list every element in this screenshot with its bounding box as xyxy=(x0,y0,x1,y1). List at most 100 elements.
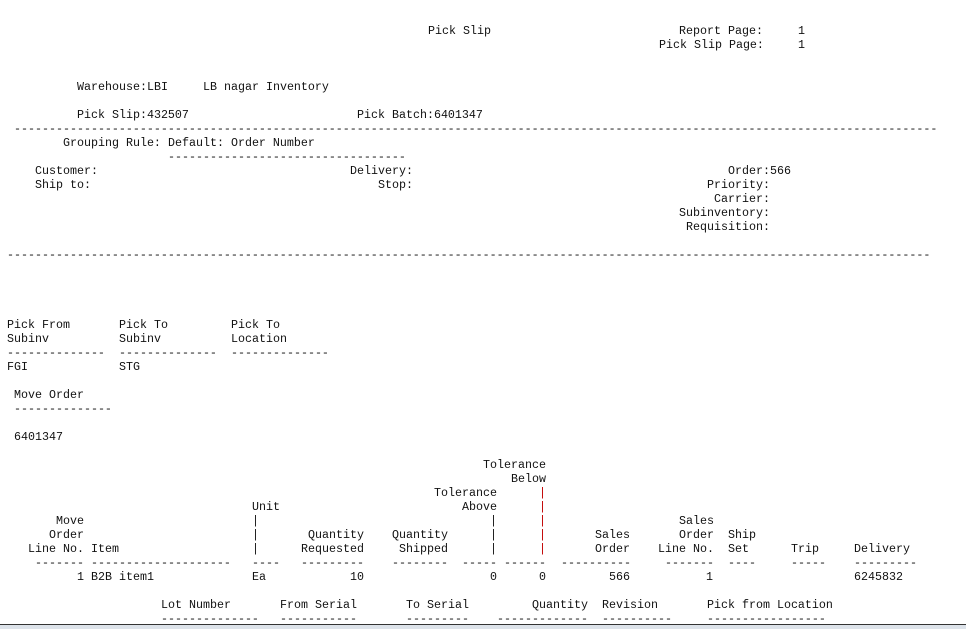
header-underline: -------- xyxy=(392,556,448,570)
cell-item: B2B item1 xyxy=(91,570,154,584)
header-underline: ---- xyxy=(252,556,280,570)
column-marker: | xyxy=(539,542,546,556)
col-so-line: Sales xyxy=(679,514,714,528)
col-qty-requested: Quantity xyxy=(308,528,364,542)
separator: ----------------------------------------… xyxy=(14,122,938,136)
delivery-label: Delivery: xyxy=(350,164,413,178)
header-underline: -------------- xyxy=(161,612,259,626)
requisition-label: Requisition: xyxy=(686,220,770,234)
col-item: Item xyxy=(91,542,119,556)
column-marker: | xyxy=(490,542,497,556)
pick-slip-page-label: Pick Slip Page: xyxy=(659,38,764,52)
col-trip: Trip xyxy=(791,542,819,556)
cell-sales-order: 566 xyxy=(609,570,630,584)
report-page-label: Report Page: xyxy=(679,24,763,38)
grouping-rule-value: Default: Order Number xyxy=(168,136,315,150)
col-quantity: Quantity xyxy=(532,598,588,612)
cell-tolerance-above: 0 xyxy=(490,570,497,584)
col-tolerance-below: Below xyxy=(511,472,546,486)
stop-label: Stop: xyxy=(378,178,413,192)
pick-slip-number: Pick Slip:432507 xyxy=(77,108,189,122)
header-underline: ---- xyxy=(728,556,756,570)
ship-to-label: Ship to: xyxy=(35,178,91,192)
pick-to-location-header: Location xyxy=(231,332,287,346)
header-underline: --------- xyxy=(406,612,469,626)
column-marker: | xyxy=(539,528,546,542)
pick-from-header: Pick From xyxy=(7,318,70,332)
header-underline: ----------------- xyxy=(707,612,826,626)
col-tolerance-above: Tolerance xyxy=(434,486,497,500)
col-unit: Unit xyxy=(252,500,280,514)
column-marker: | xyxy=(490,514,497,528)
header-underline: -------------- xyxy=(231,346,329,360)
pick-to-header: Pick To xyxy=(119,318,168,332)
priority-label: Priority: xyxy=(707,178,770,192)
pick-batch-number: Pick Batch:6401347 xyxy=(357,108,483,122)
cell-line-no: 1 xyxy=(77,570,84,584)
col-ship-set: Ship xyxy=(728,528,756,542)
pick-to-location-header: Pick To xyxy=(231,318,280,332)
subinventory-label: Subinventory: xyxy=(679,206,770,220)
col-to-serial: To Serial xyxy=(406,598,469,612)
header-underline: -------------- xyxy=(7,346,105,360)
col-move-order-line: Order xyxy=(49,528,84,542)
col-sales-order: Order xyxy=(595,542,630,556)
col-lot-number: Lot Number xyxy=(161,598,231,612)
col-tolerance-above: Above xyxy=(462,500,497,514)
header-underline: ---------- xyxy=(602,612,672,626)
pick-to-header: Subinv xyxy=(119,332,161,346)
report-title: Pick Slip xyxy=(428,24,491,38)
col-sales-order: Sales xyxy=(595,528,630,542)
bottom-edge-strip xyxy=(0,624,966,629)
col-move-order-line: Line No. xyxy=(28,542,84,556)
col-pick-from-location: Pick from Location xyxy=(707,598,833,612)
grouping-underline: ---------------------------------- xyxy=(168,150,406,164)
col-so-line: Line No. xyxy=(658,542,714,556)
col-qty-shipped: Quantity xyxy=(392,528,448,542)
col-so-line: Order xyxy=(679,528,714,542)
header-underline: ------- xyxy=(665,556,714,570)
column-marker: | xyxy=(539,486,546,500)
move-order-label: Move Order xyxy=(14,388,84,402)
report-page-value: 1 xyxy=(798,24,805,38)
col-move-order-line: Move xyxy=(56,514,84,528)
header-underline: -------------- xyxy=(119,346,217,360)
pick-slip-page-value: 1 xyxy=(798,38,805,52)
col-revision: Revision xyxy=(602,598,658,612)
column-marker: | xyxy=(252,528,259,542)
cell-qty-requested: 10 xyxy=(350,570,364,584)
warehouse-label: Warehouse:LBI xyxy=(77,80,168,94)
col-ship-set: Set xyxy=(728,542,749,556)
pick-from-header: Subinv xyxy=(7,332,49,346)
pick-to-value: STG xyxy=(119,360,140,374)
pick-from-value: FGI xyxy=(7,360,28,374)
header-underline: ------------- xyxy=(497,612,588,626)
warehouse-name: LB nagar Inventory xyxy=(203,80,329,94)
col-from-serial: From Serial xyxy=(280,598,357,612)
cell-delivery: 6245832 xyxy=(854,570,903,584)
grouping-rule-label: Grouping Rule: xyxy=(63,136,161,150)
header-underline: ----- xyxy=(791,556,826,570)
column-marker: | xyxy=(539,500,546,514)
col-delivery: Delivery xyxy=(854,542,910,556)
header-underline: ------- xyxy=(35,556,84,570)
column-marker: | xyxy=(490,528,497,542)
order-number: Order:566 xyxy=(728,164,791,178)
separator: ----------------------------------------… xyxy=(7,248,931,262)
header-underline: ----------- xyxy=(280,612,357,626)
carrier-label: Carrier: xyxy=(714,192,770,206)
cell-so-line: 1 xyxy=(706,570,713,584)
cell-tolerance-below: 0 xyxy=(539,570,546,584)
move-order-value: 6401347 xyxy=(14,430,63,444)
header-underline: -------------- xyxy=(14,402,112,416)
column-marker: | xyxy=(252,514,259,528)
customer-label: Customer: xyxy=(35,164,98,178)
cell-unit: Ea xyxy=(252,570,266,584)
header-underline: -------------------- xyxy=(91,556,231,570)
header-underline: --------- xyxy=(301,556,364,570)
header-underline: ------ xyxy=(504,556,546,570)
col-qty-requested: Requested xyxy=(301,542,364,556)
header-underline: ---------- xyxy=(561,556,631,570)
column-marker: | xyxy=(539,514,546,528)
header-underline: --------- xyxy=(854,556,917,570)
